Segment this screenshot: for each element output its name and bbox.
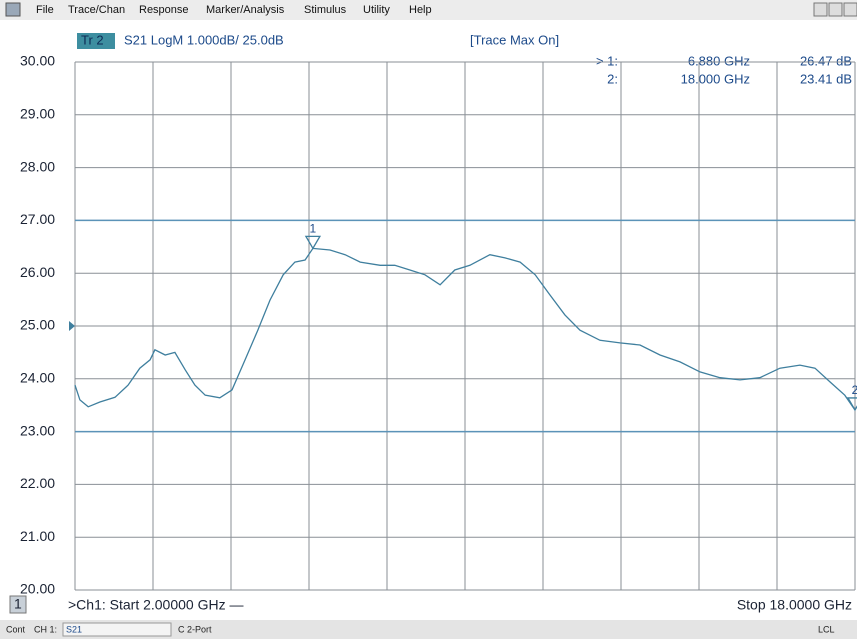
trace-mode: [Trace Max On] [470, 32, 559, 47]
marker-id: 2: [607, 71, 618, 86]
y-tick-label: 25.00 [20, 317, 55, 333]
restore-button[interactable] [828, 2, 843, 17]
marker-label: 2 [852, 383, 857, 397]
close-button[interactable] [843, 2, 857, 17]
status-measurement: S21 [66, 624, 82, 634]
menu-item[interactable]: File [36, 4, 54, 16]
y-tick-label: 29.00 [20, 106, 55, 122]
menu-item[interactable]: Trace/Chan [68, 4, 125, 16]
menu-item[interactable]: Stimulus [304, 4, 347, 16]
reference-pointer [69, 321, 75, 331]
menu-item[interactable]: Help [409, 4, 432, 16]
menu-item[interactable]: Response [139, 4, 189, 16]
marker-triangle [846, 397, 857, 412]
app-icon [5, 2, 21, 17]
y-tick-label: 23.00 [20, 422, 55, 438]
menu-item[interactable]: Marker/Analysis [206, 4, 285, 16]
channel-number: 1 [14, 596, 22, 612]
menu-bar [0, 0, 857, 20]
menu-item[interactable]: Utility [363, 4, 390, 16]
y-tick-label: 26.00 [20, 264, 55, 280]
y-tick-label: 20.00 [20, 581, 55, 597]
status-control: LCL [818, 624, 835, 634]
window-controls [813, 2, 857, 17]
y-tick-label: 28.00 [20, 158, 55, 174]
y-tick-label: 22.00 [20, 475, 55, 491]
status-channel: CH 1: [34, 624, 57, 634]
marker-value: 26.47 dB [800, 53, 852, 68]
trace-badge[interactable] [77, 33, 115, 49]
marker-freq: 18.000 GHz [681, 71, 750, 86]
minimize-button[interactable] [813, 2, 828, 17]
trace-line [74, 247, 856, 411]
y-tick-label: 21.00 [20, 528, 55, 544]
trace-format: S21 LogM 1.000dB/ 25.0dB [124, 32, 284, 47]
status-field [62, 622, 172, 637]
start-frequency: >Ch1: Start 2.00000 GHz — [68, 597, 243, 613]
marker-id: > 1: [596, 53, 618, 68]
channel-box[interactable] [9, 595, 27, 614]
status-cal: C 2-Port [178, 624, 212, 634]
trace-id: Tr 2 [81, 32, 104, 47]
display-area [0, 20, 857, 620]
marker-triangle [304, 235, 322, 250]
y-tick-label: 30.00 [20, 53, 55, 69]
plot: 30.00 29.00 28.00 27.00 26.00 25.00 24.00 23.00… [20, 53, 857, 597]
y-tick-label: 27.00 [20, 211, 55, 227]
status-sweep: Cont [6, 624, 26, 634]
y-tick-label: 24.00 [20, 370, 55, 386]
status-bar [0, 620, 857, 639]
stop-frequency: Stop 18.0000 GHz [737, 597, 852, 613]
marker-label: 1 [310, 222, 317, 236]
marker-freq: 6.880 GHz [688, 53, 750, 68]
marker-value: 23.41 dB [800, 71, 852, 86]
